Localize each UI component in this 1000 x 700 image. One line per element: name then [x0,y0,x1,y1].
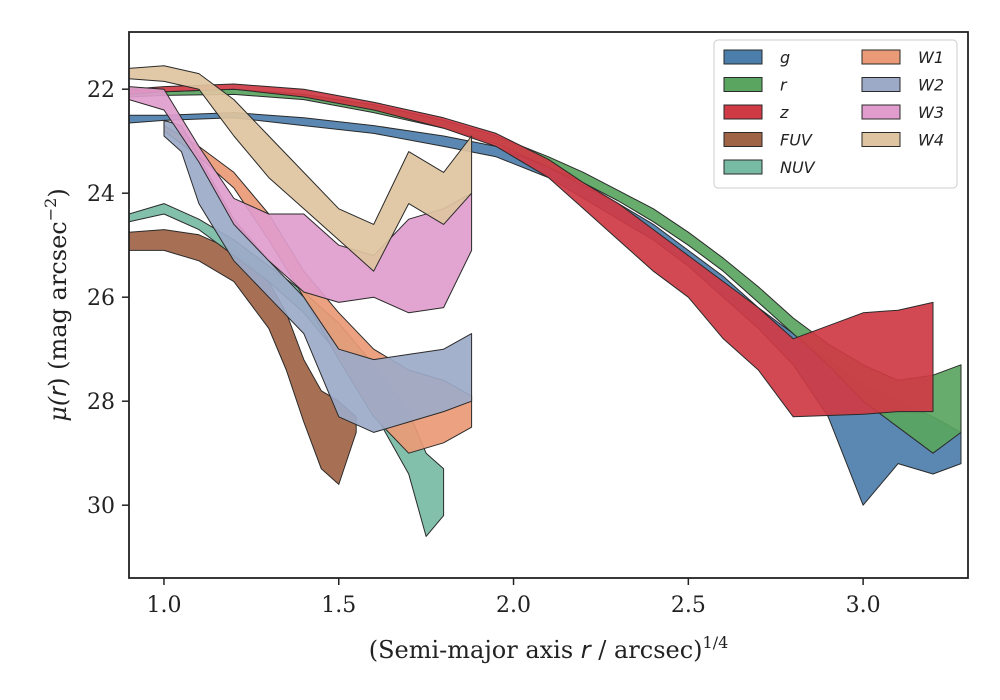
y-axis-label-end: ) [44,188,72,197]
series-layer [129,65,962,537]
series-band-w4 [129,65,473,272]
legend-label-w1: W1 [918,48,944,67]
legend-swatch-w1 [861,49,901,65]
legend-label-g: g [780,48,790,67]
y-tick-label: 26 [87,286,115,311]
y-axis-label: μ(r) (mag arcsec−2) [41,188,72,421]
ticks-layer: 1.0 1.5 2.0 2.5 3.0 22 24 26 28 30 [87,78,881,618]
x-axis-label-prefix: (Semi-major axis [369,636,581,664]
legend-label-z: z [779,103,789,122]
x-axis-label-sup: 1/4 [703,633,729,652]
legend-swatch-nuv [723,159,763,175]
legend-swatch-z [723,104,763,120]
y-axis-label-var: r [44,385,72,397]
x-tick-label: 2.0 [496,593,531,618]
legend-label-w4: W4 [918,131,944,150]
x-axis-label: (Semi-major axis r / arcsec)1/4 [369,633,729,664]
y-axis-label-sup: −2 [41,198,60,222]
y-tick-label: 28 [87,390,115,415]
legend-swatch-w4 [861,132,901,147]
legend-label-fuv: FUV [780,131,813,150]
x-tick-label: 3.0 [846,593,881,618]
legend-swatch-g [723,49,763,65]
legend-label-r: r [780,76,788,95]
y-axis-label-mid: ) (mag arcsec [44,221,72,387]
x-axis-label-mid: / arcsec) [591,636,703,664]
legend-label-w2: W2 [918,76,944,95]
x-tick-label: 1.5 [321,593,356,618]
y-tick-label: 30 [87,494,115,519]
x-tick-label: 2.5 [671,593,706,618]
series-band-z [129,83,934,418]
y-tick-label: 22 [87,78,115,103]
legend-swatch-w3 [861,104,901,120]
x-tick-label: 1.0 [146,593,181,618]
legend: grz FUV NUV W1 W2 W3 W4 [713,39,958,189]
plot-frame [128,31,969,579]
legend-swatch-fuv [723,132,763,147]
legend-swatch-w2 [861,77,901,92]
y-axis-label-mu: μ( [44,396,72,422]
y-tick-label: 24 [87,182,115,207]
series-band-w3 [129,86,473,314]
legend-swatch-r [723,77,763,92]
legend-label-w3: W3 [918,103,944,122]
legend-label-nuv: NUV [780,158,816,177]
x-axis-label-var: r [581,636,593,664]
